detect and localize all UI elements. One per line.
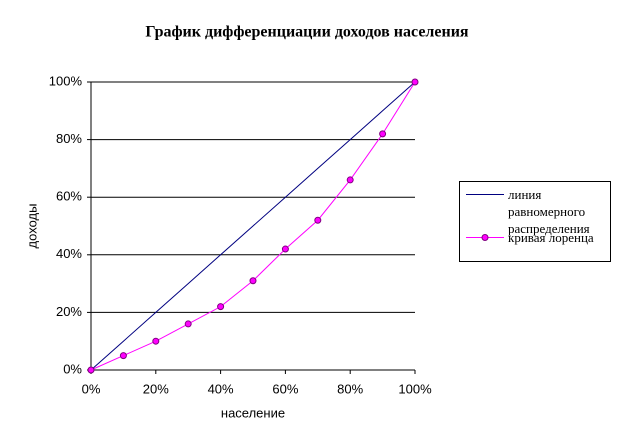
y-axis-label: доходы [24, 204, 39, 249]
point-marker [119, 352, 127, 360]
point-marker [411, 78, 419, 86]
x-tick-label: 80% [337, 381, 363, 396]
legend-marker [481, 234, 489, 241]
y-tick-label: 20% [56, 304, 82, 319]
y-tick-label: 100% [49, 73, 83, 88]
y-tick-label: 80% [56, 131, 82, 146]
point-marker [379, 130, 387, 138]
x-tick-label: 0% [82, 381, 101, 396]
point-marker [249, 277, 257, 285]
x-tick-label: 40% [208, 381, 234, 396]
legend-swatch [466, 234, 504, 241]
x-axis-label: население [221, 405, 285, 420]
legend-label: линия равномерного распределения [508, 187, 590, 236]
point-marker [346, 176, 354, 184]
point-marker [281, 245, 289, 253]
legend-swatch [466, 194, 504, 195]
x-tick-label: 100% [398, 381, 432, 396]
x-tick-label: 60% [272, 381, 298, 396]
y-tick-label: 40% [56, 246, 82, 261]
point-marker [314, 216, 322, 224]
x-tick-label: 20% [143, 381, 169, 396]
legend-entry: линия равномерного распределения [464, 186, 610, 237]
legend: линия равномерного распределения кривая л… [459, 181, 611, 262]
y-tick-label: 60% [56, 189, 82, 204]
chart-title: График дифференциации доходов населения [145, 24, 469, 41]
y-tick-label: 0% [63, 361, 82, 376]
legend-label: кривая лоренца [508, 230, 594, 245]
point-marker [184, 320, 192, 328]
series-line [90, 81, 416, 371]
legend-entry: кривая лоренца [464, 229, 610, 246]
point-marker [87, 366, 95, 374]
point-marker [217, 303, 225, 311]
point-marker [152, 337, 160, 345]
